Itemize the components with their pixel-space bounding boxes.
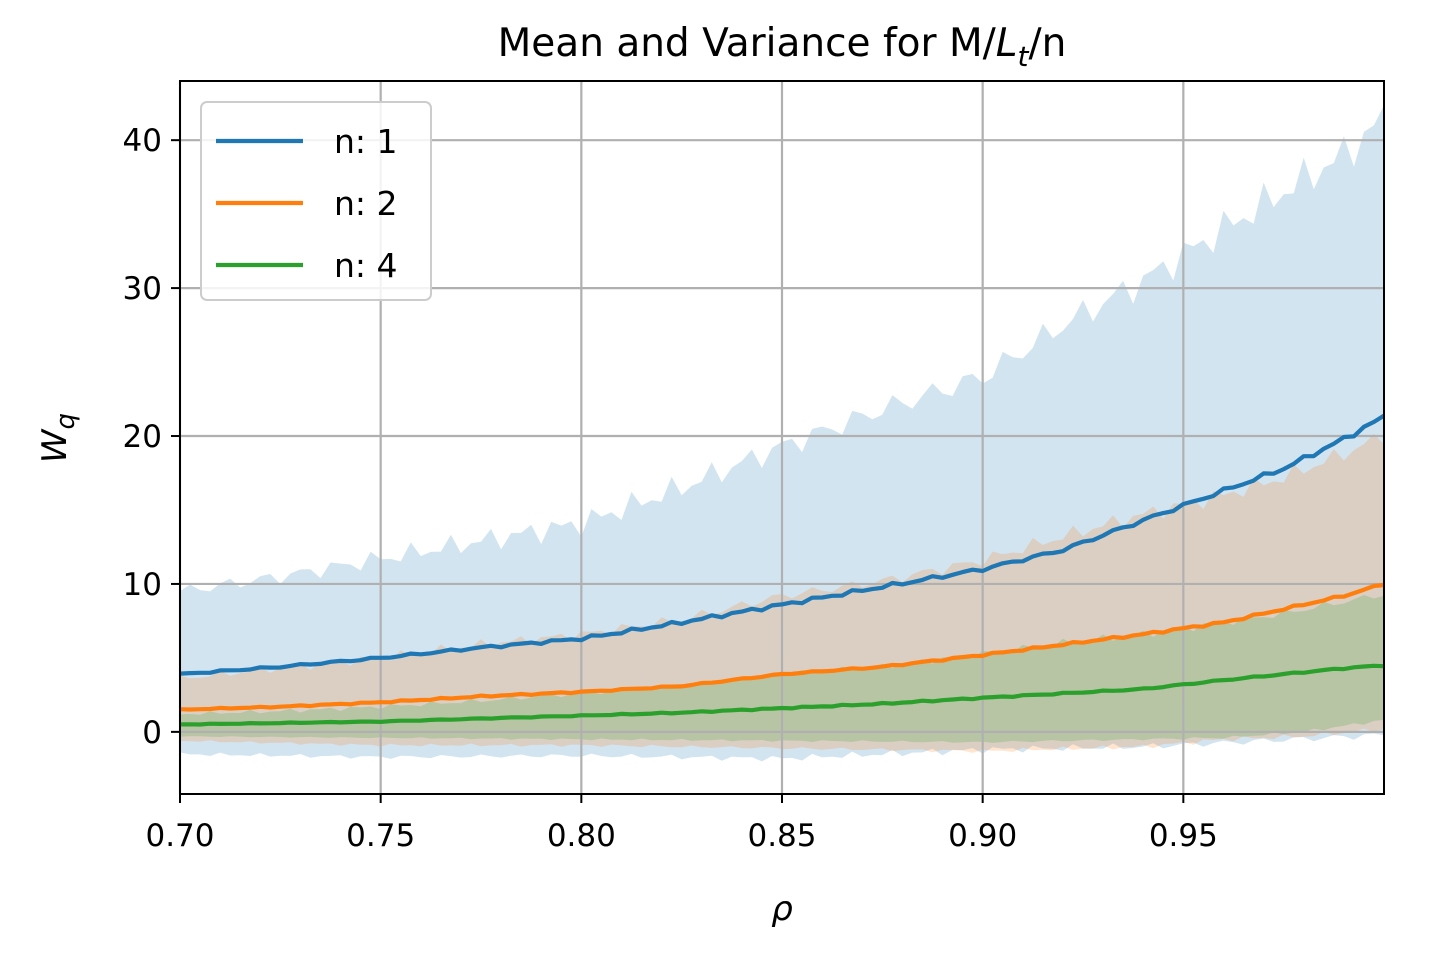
legend-label-2: n: 2 [334,184,398,223]
series-line-2 [179,582,1385,712]
band-2 [180,433,1384,753]
legend: n: 1 n: 2 n: 4 [200,101,432,301]
y-tick-label-0: 0 [142,715,162,751]
x-tick-label-4: 0.90 [948,818,1017,854]
y-tick-label-3: 30 [123,271,162,307]
y-axis-label: Wq [35,413,81,463]
x-axis-label: ρ [771,889,793,929]
x-tick-label-3: 0.85 [747,818,816,854]
band-1 [180,105,1384,762]
y-tick-label-1: 10 [123,567,162,603]
chart-title: Mean and Variance for M/Lt/n [498,21,1067,73]
y-tick-label-4: 40 [123,123,162,159]
legend-label-1: n: 1 [334,122,398,161]
x-tick-label-2: 0.80 [547,818,616,854]
y-tick-label-2: 20 [123,419,162,455]
series-line-1 [179,413,1386,676]
x-tick-label-1: 0.75 [346,818,415,854]
legend-box [200,101,432,301]
x-tick-label-5: 0.95 [1149,818,1218,854]
legend-label-3: n: 4 [334,246,398,285]
band-3 [180,595,1384,743]
x-tick-label-0: 0.70 [145,818,214,854]
series-line-3 [179,663,1385,727]
